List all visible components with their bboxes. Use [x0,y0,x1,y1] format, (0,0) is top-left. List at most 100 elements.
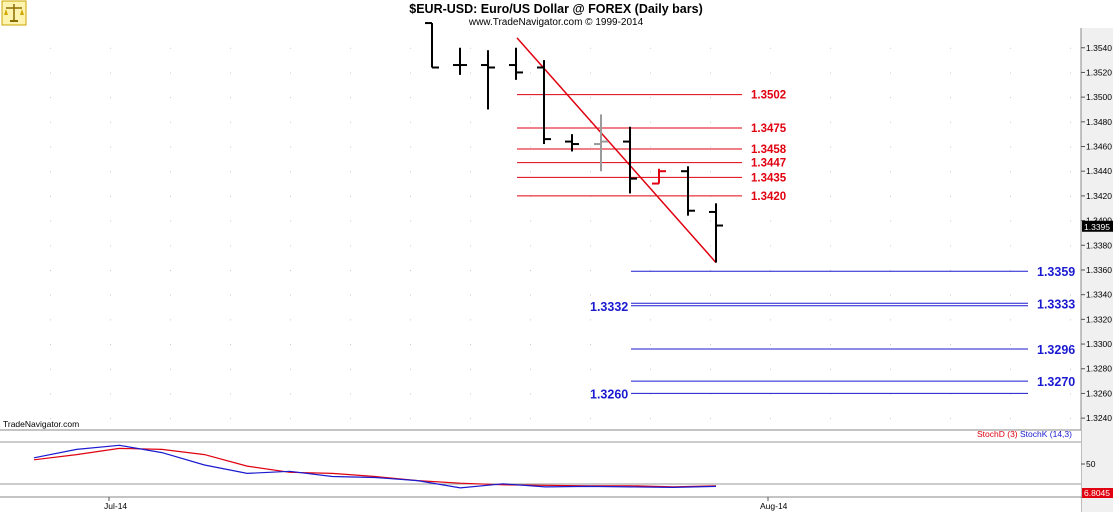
grid-dot [350,171,351,173]
grid-dot [590,97,591,99]
grid-dot [170,146,171,148]
grid-dot [950,269,951,271]
grid-dot [710,72,711,74]
grid-dot [170,220,171,222]
grid-dot [350,146,351,148]
grid-dot [410,344,411,346]
grid-dot [950,195,951,197]
y-tick-label: 1.3240 [1086,413,1112,423]
grid-dot [710,418,711,420]
grid-dot [110,393,111,395]
grid-dot [530,319,531,321]
grid-dot [50,368,51,370]
trendline [516,37,717,264]
grid-dot [410,97,411,99]
grid-dot [530,294,531,296]
grid-dot [110,418,111,420]
grid-dot [50,319,51,321]
grid-dot [530,97,531,99]
grid-dot [530,171,531,173]
grid-dot [230,368,231,370]
grid-dot [1010,418,1011,420]
grid-dot [470,319,471,321]
grid-dot [1070,171,1071,173]
grid-dot [350,269,351,271]
grid-dot [830,195,831,197]
grid-dot [590,245,591,247]
grid-dot [230,393,231,395]
grid-dot [950,146,951,148]
grid-dot [350,294,351,296]
grid-dot [350,368,351,370]
grid-dot [470,393,471,395]
retracement-label: 1.3502 [751,90,786,102]
grid-dot [950,319,951,321]
y-tick-label: 1.3460 [1086,142,1112,152]
grid-dot [230,319,231,321]
grid-dot [410,368,411,370]
grid-dot [950,47,951,49]
grid-dot [830,121,831,123]
grid-dot [890,368,891,370]
legend-stochk: StochK (14,3) [1020,429,1072,439]
y-tick-label: 1.3520 [1086,67,1112,77]
grid-dot [410,171,411,173]
grid-dot [410,319,411,321]
grid-dot [470,294,471,296]
y-tick-label: 1.3320 [1086,314,1112,324]
grid-dot [890,121,891,123]
grid-dot [290,245,291,247]
grid-dot [470,220,471,222]
grid-dot [650,368,651,370]
grid-dot [650,121,651,123]
grid-dot [350,97,351,99]
grid-dot [290,146,291,148]
grid-dot [50,269,51,271]
grid-dot [710,269,711,271]
grid-dot [170,368,171,370]
grid-dot [410,47,411,49]
grid-dot [830,72,831,74]
grid-dot [230,269,231,271]
grid-dot [410,121,411,123]
grid-dot [770,195,771,197]
grid-dot [110,344,111,346]
indicator-y-tick: 50 [1086,459,1096,469]
grid-dot [530,418,531,420]
grid-dot [830,319,831,321]
grid-dot [50,418,51,420]
grid-dot [110,195,111,197]
grid-dot [950,171,951,173]
projection-label: 1.3333 [1037,297,1075,311]
grid-dot [650,146,651,148]
grid-dot [170,195,171,197]
grid-dot [350,418,351,420]
chart-subtitle: www.TradeNavigator.com © 1999-2014 [468,17,644,28]
x-axis-area [0,498,1081,512]
grid-dot [950,72,951,74]
grid-dot [1070,220,1071,222]
grid-dot [890,418,891,420]
grid-dot [230,97,231,99]
grid-dot [350,195,351,197]
grid-dot [50,47,51,49]
retracement-label: 1.3458 [751,144,787,156]
grid-dot [830,418,831,420]
grid-dot [410,245,411,247]
grid-dot [890,171,891,173]
grid-dot [590,72,591,74]
grid-dot [770,269,771,271]
grid-dot [830,220,831,222]
grid-dot [530,47,531,49]
grid-dot [470,47,471,49]
x-tick-label: Jul-14 [104,501,127,511]
grid-dot [170,294,171,296]
grid-dot [350,72,351,74]
grid-dot [530,146,531,148]
grid-dot [830,294,831,296]
grid-dot [110,220,111,222]
grid-dot [1070,294,1071,296]
grid-dot [890,97,891,99]
grid-dot [1010,344,1011,346]
grid-dot [590,269,591,271]
